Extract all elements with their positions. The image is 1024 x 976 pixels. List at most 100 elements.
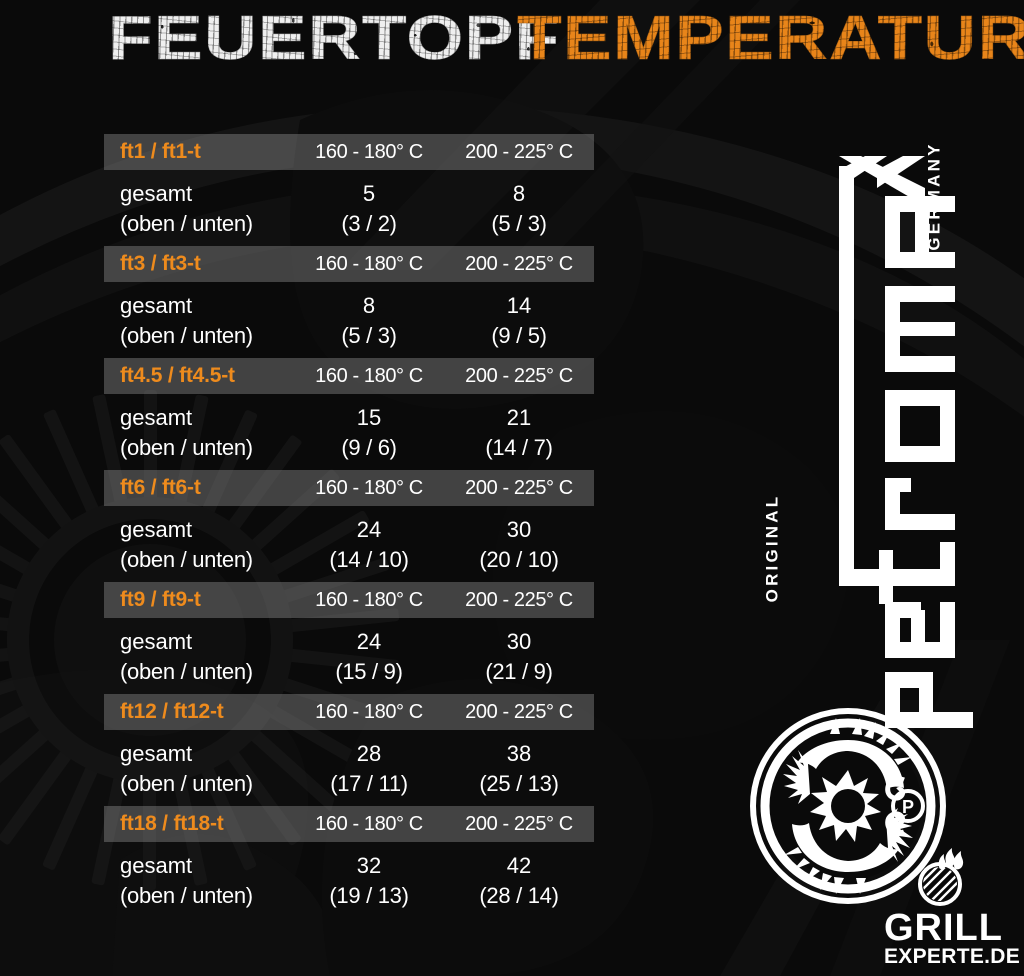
briquette-count-high: 30 (21 / 9): [444, 627, 594, 687]
briquette-count-low: 8 (5 / 3): [294, 291, 444, 351]
split-low: (3 / 2): [341, 211, 397, 236]
label-split: (oben / unten): [120, 883, 253, 908]
briquette-count-low: 5 (3 / 2): [294, 179, 444, 239]
total-high: 14: [506, 293, 532, 318]
flaming-grill-grate-icon: [918, 848, 964, 906]
grillexperte-domain: EXPERTE.DE: [884, 945, 1021, 968]
split-high: (14 / 7): [485, 435, 553, 460]
label-total: gesamt: [120, 405, 193, 430]
seal-monogram-letter: P: [902, 797, 914, 817]
briquette-count-low: 28 (17 / 11): [294, 739, 444, 799]
row-labels: gesamt (oben / unten): [104, 515, 294, 575]
table-row-group: ft9 / ft9-t 160 - 180° C 200 - 225° C ge…: [104, 582, 594, 694]
model-label: ft4.5 / ft4.5-t: [120, 364, 235, 387]
temp-range-high: 200 - 225° C: [465, 364, 573, 387]
table-row-group: ft3 / ft3-t 160 - 180° C 200 - 225° C ge…: [104, 246, 594, 358]
table-row-group: ft12 / ft12-t 160 - 180° C 200 - 225° C …: [104, 694, 594, 806]
label-total: gesamt: [120, 741, 193, 766]
label-split: (oben / unten): [120, 435, 253, 460]
split-low: (17 / 11): [330, 771, 408, 796]
temp-range-high: 200 - 225° C: [465, 140, 573, 163]
table-row-body: gesamt (oben / unten) 24 (15 / 9) 30 (21…: [104, 618, 594, 694]
total-low: 5: [362, 181, 376, 206]
split-low: (15 / 9): [335, 659, 403, 684]
temperature-table: ft1 / ft1-t 160 - 180° C 200 - 225° C ge…: [104, 134, 594, 918]
petromax-germany-text: GERMANY: [924, 141, 944, 251]
total-high: 42: [506, 853, 532, 878]
label-total: gesamt: [120, 629, 193, 654]
petromax-original-text: ORIGINAL: [762, 493, 782, 603]
table-row-body: gesamt (oben / unten) 28 (17 / 11) 38 (2…: [104, 730, 594, 806]
temp-range-high: 200 - 225° C: [465, 252, 573, 275]
title-word-feuertopf: FEUERTOPF: [108, 4, 561, 73]
temp-range-low: 160 - 180° C: [315, 364, 423, 387]
briquette-count-low: 24 (14 / 10): [294, 515, 444, 575]
row-labels: gesamt (oben / unten): [104, 739, 294, 799]
total-high: 30: [506, 629, 532, 654]
total-low: 32: [356, 853, 382, 878]
briquette-count-high: 14 (9 / 5): [444, 291, 594, 351]
table-row-header: ft1 / ft1-t 160 - 180° C 200 - 225° C: [104, 134, 594, 170]
label-split: (oben / unten): [120, 211, 253, 236]
table-row-body: gesamt (oben / unten) 8 (5 / 3) 14 (9 / …: [104, 282, 594, 358]
temp-range-low: 160 - 180° C: [315, 140, 423, 163]
total-high: 30: [506, 517, 532, 542]
model-label: ft9 / ft9-t: [120, 588, 201, 611]
split-low: (5 / 3): [341, 323, 397, 348]
table-row-header: ft3 / ft3-t 160 - 180° C 200 - 225° C: [104, 246, 594, 282]
total-low: 15: [356, 405, 382, 430]
label-total: gesamt: [120, 517, 193, 542]
split-high: (20 / 10): [479, 547, 559, 572]
grillexperte-name: GRILL: [884, 907, 1003, 949]
temp-range-low: 160 - 180° C: [315, 812, 423, 835]
title-word-temperatur-skala: TEMPERATUR-SKALA: [517, 7, 1024, 70]
petromax-brand-block: ORIGINAL GERMANY: [742, 118, 973, 728]
total-high: 38: [506, 741, 532, 766]
model-label: ft1 / ft1-t: [120, 140, 201, 163]
table-row-header: ft18 / ft18-t 160 - 180° C 200 - 225° C: [104, 806, 594, 842]
row-labels: gesamt (oben / unten): [104, 291, 294, 351]
table-row-body: gesamt (oben / unten) 32 (19 / 13) 42 (2…: [104, 842, 594, 918]
briquette-count-high: 21 (14 / 7): [444, 403, 594, 463]
table-row-header: ft12 / ft12-t 160 - 180° C 200 - 225° C: [104, 694, 594, 730]
table-row-header: ft4.5 / ft4.5-t 160 - 180° C 200 - 225° …: [104, 358, 594, 394]
temp-range-low: 160 - 180° C: [315, 252, 423, 275]
model-label: ft6 / ft6-t: [120, 476, 201, 499]
total-high: 8: [512, 181, 526, 206]
model-label: ft18 / ft18-t: [120, 812, 224, 835]
model-label: ft3 / ft3-t: [120, 252, 201, 275]
petromax-wordmark-glyphs: [839, 156, 973, 728]
split-low: (9 / 6): [341, 435, 397, 460]
label-total: gesamt: [120, 293, 193, 318]
table-row-group: ft6 / ft6-t 160 - 180° C 200 - 225° C ge…: [104, 470, 594, 582]
table-row-header: ft9 / ft9-t 160 - 180° C 200 - 225° C: [104, 582, 594, 618]
row-labels: gesamt (oben / unten): [104, 851, 294, 911]
row-labels: gesamt (oben / unten): [104, 179, 294, 239]
table-row-body: gesamt (oben / unten) 24 (14 / 10) 30 (2…: [104, 506, 594, 582]
total-high: 21: [506, 405, 532, 430]
briquette-count-low: 32 (19 / 13): [294, 851, 444, 911]
row-labels: gesamt (oben / unten): [104, 627, 294, 687]
temp-range-low: 160 - 180° C: [315, 588, 423, 611]
grillexperte-logo: GRILL EXPERTE.DE: [884, 846, 1024, 968]
total-low: 24: [356, 629, 382, 654]
split-low: (14 / 10): [329, 547, 409, 572]
temp-range-high: 200 - 225° C: [465, 476, 573, 499]
label-split: (oben / unten): [120, 771, 253, 796]
briquette-count-high: 30 (20 / 10): [444, 515, 594, 575]
label-split: (oben / unten): [120, 323, 253, 348]
split-high: (9 / 5): [491, 323, 547, 348]
split-high: (21 / 9): [485, 659, 553, 684]
table-row-group: ft18 / ft18-t 160 - 180° C 200 - 225° C …: [104, 806, 594, 918]
split-high: (5 / 3): [491, 211, 547, 236]
label-split: (oben / unten): [120, 547, 253, 572]
split-low: (19 / 13): [329, 883, 409, 908]
row-labels: gesamt (oben / unten): [104, 403, 294, 463]
temp-range-high: 200 - 225° C: [465, 588, 573, 611]
temp-range-low: 160 - 180° C: [315, 476, 423, 499]
page-title: FEUERTOPF TEMPERATUR-SKALA: [108, 4, 1024, 73]
briquette-count-low: 24 (15 / 9): [294, 627, 444, 687]
total-low: 28: [356, 741, 382, 766]
temp-range-high: 200 - 225° C: [465, 700, 573, 723]
